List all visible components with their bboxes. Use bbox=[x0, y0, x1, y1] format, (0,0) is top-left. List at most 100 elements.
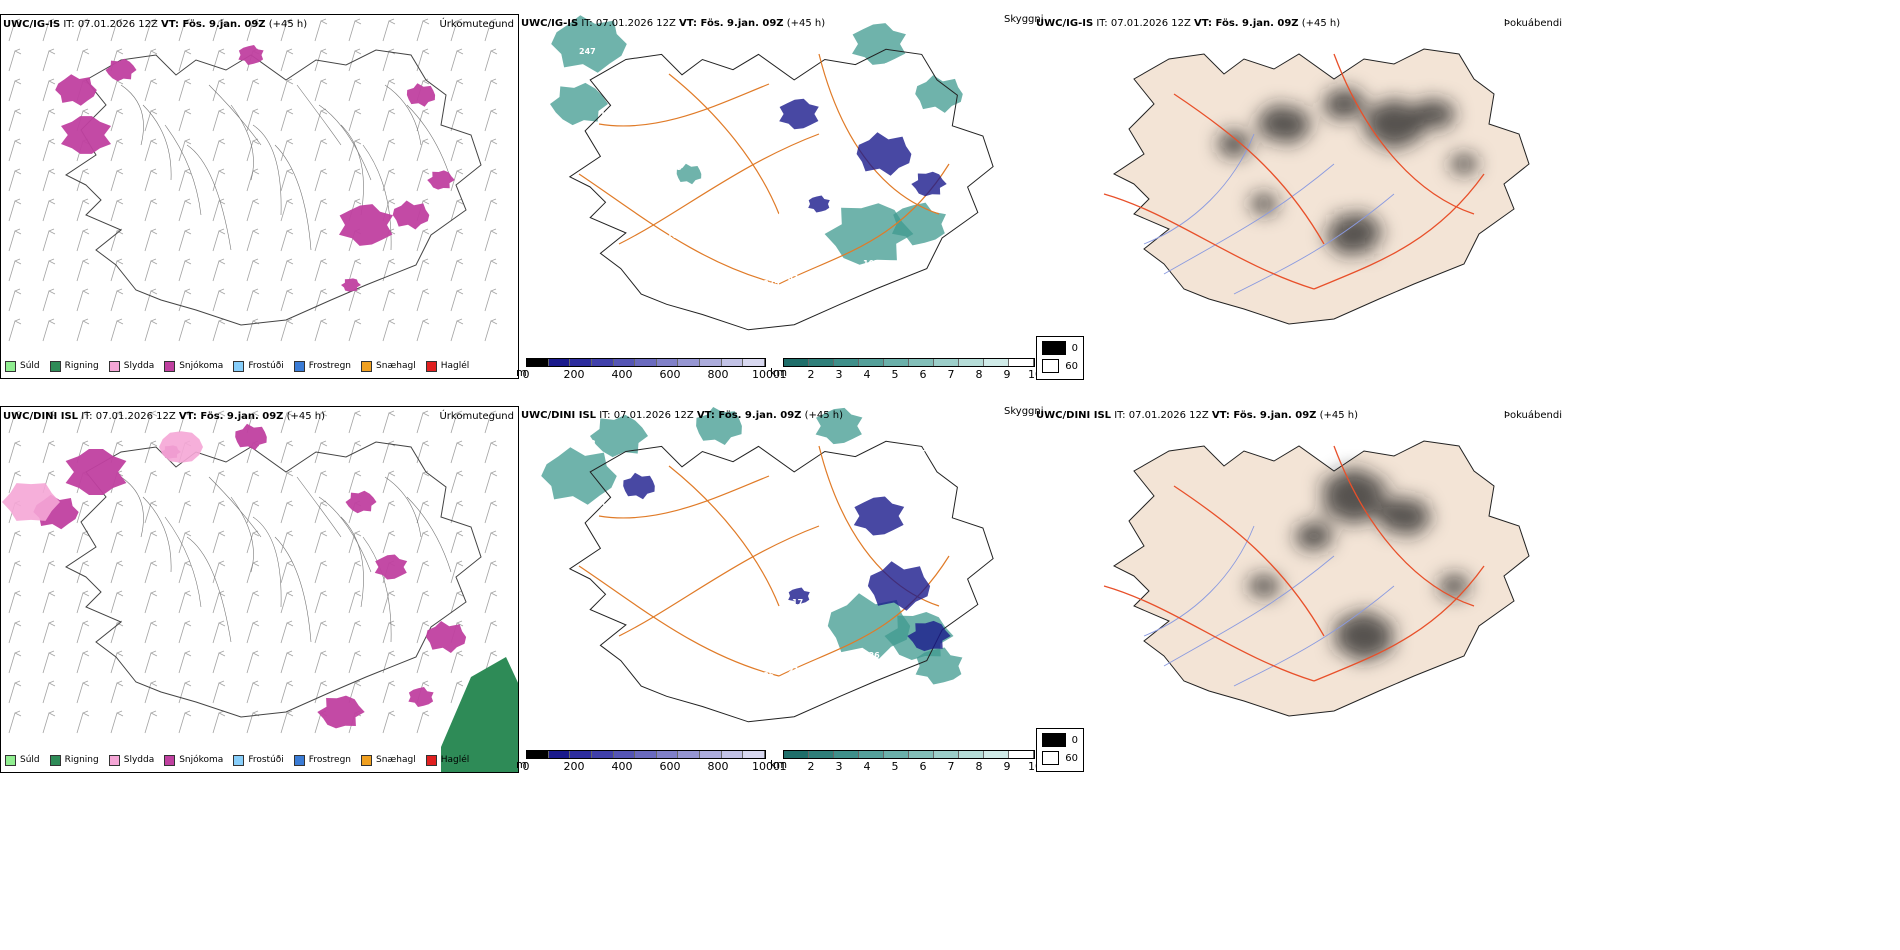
colorbar-step bbox=[834, 359, 859, 366]
road bbox=[1333, 53, 1475, 215]
cloud-base-area bbox=[856, 132, 912, 176]
snow-area bbox=[427, 170, 455, 190]
colorbar-step bbox=[635, 751, 657, 758]
cloud-base-label: 231 bbox=[955, 115, 972, 124]
fog-area bbox=[1412, 96, 1456, 132]
fog-area bbox=[1449, 152, 1479, 176]
cloud-base-area bbox=[853, 496, 905, 536]
road bbox=[578, 173, 780, 285]
road bbox=[1173, 485, 1325, 637]
terrain-contour bbox=[274, 144, 312, 251]
panel-title: UWC/DINI ISL IT: 07.01.2026 12Z VT: Fös.… bbox=[521, 410, 844, 421]
colorbar-step bbox=[834, 751, 859, 758]
snow-area bbox=[235, 423, 267, 451]
terrain-contour bbox=[340, 516, 364, 608]
snow-area bbox=[61, 116, 111, 154]
cloud-base-label: 132 bbox=[579, 439, 596, 448]
colorbar-step bbox=[984, 751, 1009, 758]
colorbar-tick: 8 bbox=[975, 368, 983, 381]
fog-area bbox=[1322, 212, 1386, 256]
legend-swatch bbox=[425, 754, 437, 766]
cloud-base-label: 81 bbox=[596, 178, 608, 187]
colorbar-tick: 200 bbox=[563, 760, 585, 773]
terrain-contour bbox=[164, 124, 202, 216]
sleet-area bbox=[2, 483, 60, 521]
cloud-base-label: 226 bbox=[909, 449, 926, 458]
legend-item: Haglél bbox=[425, 754, 469, 766]
terrain-contour bbox=[296, 476, 342, 538]
snow-area bbox=[408, 687, 434, 707]
colorbar-step bbox=[721, 359, 744, 366]
colorbar-step bbox=[859, 751, 884, 758]
river bbox=[1143, 525, 1255, 637]
snow-areas bbox=[2, 423, 518, 772]
legend-swatch bbox=[108, 360, 120, 372]
visibility-area bbox=[551, 15, 627, 73]
legend-swatch bbox=[49, 754, 61, 766]
colorbar-step bbox=[613, 359, 636, 366]
road bbox=[618, 525, 820, 637]
cloud-base-label: 175 bbox=[717, 221, 734, 230]
colorbar-step bbox=[934, 751, 959, 758]
legend-swatch bbox=[233, 360, 245, 372]
visibility-colorbar-bottom: 1 2 3 4 5 6 7 8 9 10 km bbox=[770, 750, 1042, 773]
legend-item: Frostúði bbox=[233, 754, 284, 766]
fog-area bbox=[1216, 130, 1252, 158]
road bbox=[598, 83, 770, 127]
panel-parameter-label: Skyggni bbox=[1004, 406, 1044, 417]
road bbox=[668, 465, 780, 607]
road bbox=[668, 73, 780, 215]
terrain-contour bbox=[406, 496, 452, 573]
legend-label: Frostúði bbox=[248, 361, 284, 371]
cloud-base-label: 250 bbox=[650, 100, 667, 109]
precip-type-legend: Súld Rigning Slydda Snjókoma Frostúði Frostre… bbox=[5, 357, 469, 375]
fog-area bbox=[1292, 520, 1336, 552]
colorbar-step bbox=[743, 751, 766, 758]
cloud-base-label: 98 bbox=[930, 512, 942, 521]
colorbar-step bbox=[909, 751, 934, 758]
visibility-area bbox=[696, 407, 742, 445]
river bbox=[1163, 163, 1335, 275]
terrain-contour bbox=[362, 536, 392, 643]
cloud-base-label: 140 bbox=[692, 226, 709, 235]
cloud-base-label: 205 bbox=[646, 560, 663, 569]
road bbox=[1103, 585, 1315, 682]
iceland-outline bbox=[568, 440, 994, 723]
cloud-base-label: 760 bbox=[859, 459, 876, 468]
fog-legend-bottom: 0 60 bbox=[1036, 728, 1084, 772]
panel-title: UWC/DINI ISL IT: 07.01.2026 12Z VT: Fös.… bbox=[3, 411, 326, 422]
colorbar-tick: 9 bbox=[1003, 760, 1011, 773]
colorbar-tick: 2 bbox=[807, 368, 815, 381]
iceland-coastline bbox=[65, 441, 482, 718]
cloud-base-label: 212 bbox=[600, 502, 617, 511]
cloud-base-label: 928 bbox=[692, 618, 709, 627]
fog-legend-label: 60 bbox=[1065, 360, 1078, 372]
precip-type-legend: Súld Rigning Slydda Snjókoma Frostúði Frostre… bbox=[5, 751, 469, 769]
terrain-contour bbox=[230, 496, 254, 573]
cloud-base-label: 933 bbox=[621, 173, 638, 182]
cloud-base-label: 67 bbox=[905, 125, 916, 134]
snow-area bbox=[341, 278, 361, 292]
legend-item: Frostregn bbox=[293, 360, 351, 372]
panel-parameter-label: Skyggni bbox=[1004, 14, 1044, 25]
visibility-area bbox=[915, 647, 963, 685]
legend-label: Frostúði bbox=[248, 755, 284, 765]
colorbar-step bbox=[809, 751, 834, 758]
panel-title: UWC/IG-IS IT: 07.01.2026 12Z VT: Fös. 9.… bbox=[521, 18, 826, 29]
panel-parameter-label: Þokuábendi bbox=[1503, 18, 1562, 29]
cloud-base-label: 163 bbox=[934, 52, 951, 61]
colorbar-step bbox=[678, 359, 701, 366]
colorbar-step bbox=[721, 751, 744, 758]
fog-legend-item: 0 bbox=[1042, 733, 1078, 747]
cloud-base-label: 227 bbox=[742, 608, 759, 617]
visibility-area bbox=[541, 447, 617, 505]
cloud-base-labels: 247 250 232 918 107 163 22 207 146 56 18 12 89 140 142… bbox=[579, 47, 972, 293]
legend-label: Súld bbox=[20, 755, 40, 765]
visibility-area bbox=[915, 75, 963, 113]
snow-area bbox=[238, 45, 264, 65]
visibility-area bbox=[892, 202, 946, 246]
legend-label: Rigning bbox=[64, 755, 99, 765]
cloud-base-label: 52 bbox=[767, 603, 778, 612]
terrain-contour bbox=[406, 104, 452, 181]
colorbar-tick: 3 bbox=[835, 368, 843, 381]
